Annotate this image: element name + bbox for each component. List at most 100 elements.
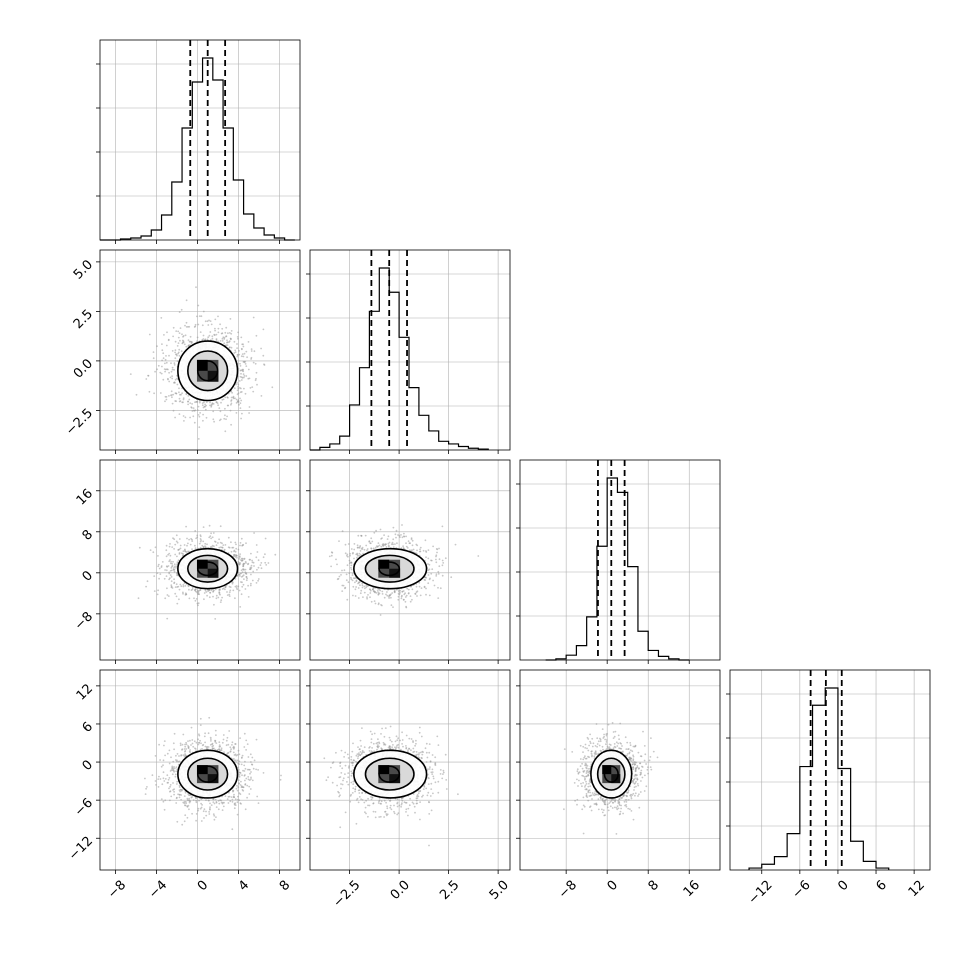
scatter-point bbox=[330, 551, 333, 554]
scatter-point bbox=[235, 787, 238, 790]
scatter-point bbox=[454, 543, 457, 546]
scatter-point bbox=[164, 754, 167, 757]
scatter-point bbox=[158, 743, 161, 746]
scatter-point bbox=[361, 582, 364, 585]
scatter-point bbox=[217, 331, 220, 334]
scatter-point bbox=[239, 397, 241, 400]
scatter-point bbox=[428, 563, 431, 566]
scatter-point bbox=[182, 592, 184, 595]
scatter-point bbox=[351, 572, 354, 575]
scatter-point bbox=[366, 597, 368, 600]
scatter-point bbox=[354, 595, 357, 597]
scatter-point bbox=[202, 540, 205, 543]
scatter-point bbox=[369, 596, 371, 599]
scatter-point bbox=[377, 593, 380, 596]
scatter-point bbox=[249, 788, 252, 790]
scatter-point bbox=[399, 536, 401, 538]
scatter-point bbox=[249, 753, 252, 756]
scatter-point bbox=[407, 588, 410, 591]
scatter-point bbox=[197, 602, 200, 605]
scatter-point bbox=[233, 553, 236, 556]
scatter-point bbox=[167, 565, 170, 567]
scatter-point bbox=[223, 751, 225, 753]
scatter-point bbox=[356, 544, 359, 547]
scatter-point bbox=[153, 575, 156, 577]
scatter-point bbox=[240, 803, 242, 805]
scatter-point bbox=[237, 585, 240, 588]
scatter-point bbox=[361, 548, 364, 550]
scatter-point bbox=[194, 544, 196, 547]
scatter-point bbox=[197, 414, 200, 416]
scatter-point bbox=[435, 558, 437, 561]
scatter-point bbox=[262, 772, 265, 774]
scatter-point bbox=[427, 574, 430, 576]
scatter-point bbox=[215, 806, 218, 808]
scatter-point bbox=[222, 336, 225, 339]
scatter-point bbox=[178, 387, 180, 390]
scatter-point bbox=[214, 798, 217, 801]
scatter-point bbox=[259, 564, 262, 566]
scatter-point bbox=[194, 590, 197, 593]
scatter-point bbox=[230, 338, 232, 341]
scatter-point bbox=[248, 412, 251, 414]
scatter-point bbox=[246, 577, 249, 580]
scatter-point bbox=[166, 594, 169, 596]
scatter-point bbox=[363, 548, 366, 551]
scatter-point bbox=[257, 566, 260, 569]
scatter-point bbox=[251, 561, 254, 564]
scatter-point bbox=[204, 745, 207, 748]
scatter-point bbox=[236, 588, 239, 591]
scatter-point bbox=[177, 559, 180, 562]
scatter-point bbox=[402, 545, 404, 548]
scatter-point bbox=[169, 569, 172, 572]
scatter-point bbox=[240, 763, 243, 766]
scatter-point bbox=[197, 590, 200, 593]
scatter-point bbox=[193, 326, 196, 328]
scatter-point bbox=[381, 537, 383, 539]
scatter-point bbox=[437, 570, 440, 573]
scatter-point bbox=[188, 538, 191, 541]
scatter-point bbox=[397, 595, 400, 598]
scatter-point bbox=[166, 587, 168, 590]
scatter-point bbox=[164, 370, 167, 373]
scatter-point bbox=[177, 352, 180, 355]
scatter-point bbox=[170, 576, 173, 578]
scatter-point bbox=[201, 544, 204, 547]
scatter-point bbox=[238, 782, 240, 785]
scatter-point bbox=[234, 804, 237, 806]
scatter-point bbox=[415, 591, 418, 594]
scatter-point bbox=[240, 355, 243, 358]
scatter-point bbox=[241, 377, 244, 379]
scatter-point bbox=[387, 544, 390, 547]
scatter-point bbox=[202, 526, 205, 528]
scatter-point bbox=[402, 598, 405, 601]
scatter-point bbox=[224, 331, 227, 334]
scatter-point bbox=[251, 559, 254, 562]
scatter-point bbox=[160, 566, 163, 568]
scatter-point bbox=[370, 547, 372, 550]
grid-2-2 bbox=[520, 460, 720, 660]
scatter-point bbox=[189, 402, 192, 404]
scatter-point bbox=[201, 402, 204, 404]
scatter-point bbox=[353, 548, 356, 551]
scatter-point bbox=[271, 386, 274, 389]
scatter-point bbox=[197, 438, 200, 440]
scatter-point bbox=[198, 799, 201, 802]
scatter-point bbox=[243, 732, 246, 735]
scatter-point bbox=[265, 564, 268, 566]
scatter-point bbox=[239, 391, 242, 394]
density-core-dark bbox=[196, 359, 208, 371]
scatter-point bbox=[203, 808, 206, 811]
scatter-point bbox=[167, 368, 169, 371]
scatter-point bbox=[203, 817, 205, 819]
scatter-point bbox=[203, 598, 205, 601]
contour-2 bbox=[177, 340, 239, 402]
scatter-point bbox=[167, 778, 170, 781]
scatter-point bbox=[405, 606, 408, 609]
scatter-point bbox=[178, 311, 181, 313]
scatter-point bbox=[250, 566, 253, 569]
scatter-point bbox=[185, 393, 188, 396]
scatter-point bbox=[403, 532, 405, 535]
scatter-point bbox=[174, 400, 177, 402]
scatter-point bbox=[194, 401, 196, 404]
